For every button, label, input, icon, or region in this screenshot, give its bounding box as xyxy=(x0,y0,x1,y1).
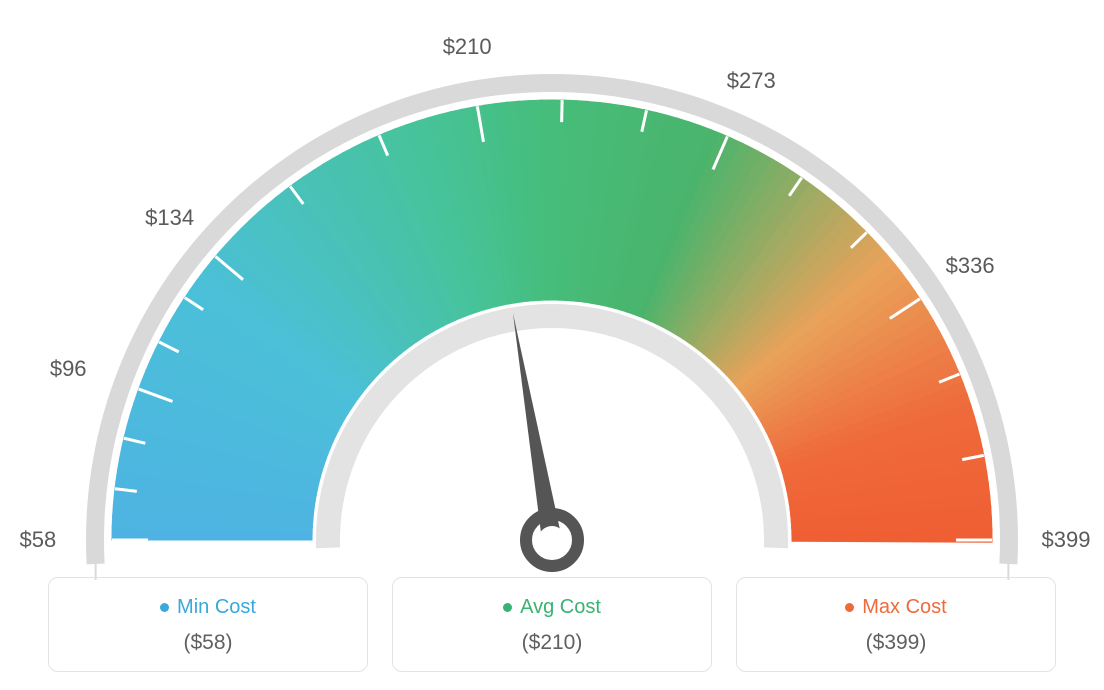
legend-card-max: Max Cost ($399) xyxy=(736,577,1056,672)
legend-avg-label: Avg Cost xyxy=(503,596,601,619)
gauge-tick-label: $273 xyxy=(727,68,776,94)
legend-max-value: ($399) xyxy=(747,631,1045,655)
gauge-svg xyxy=(0,20,1104,580)
gauge-tick-label: $210 xyxy=(443,34,492,60)
legend-card-min: Min Cost ($58) xyxy=(48,577,368,672)
legend-min-label: Min Cost xyxy=(160,596,256,619)
legend-card-avg: Avg Cost ($210) xyxy=(392,577,712,672)
gauge-tick-label: $399 xyxy=(1042,527,1091,553)
gauge-tick-label: $336 xyxy=(946,253,995,279)
legend-max-label: Max Cost xyxy=(845,596,946,619)
legend-avg-value: ($210) xyxy=(403,631,701,655)
legend-min-value: ($58) xyxy=(59,631,357,655)
gauge-tick-label: $134 xyxy=(145,205,194,231)
gauge-chart: $58 $96 $134 $210 $273 $336 $399 xyxy=(0,0,1104,560)
gauge-tick-label: $96 xyxy=(50,356,87,382)
legend-row: Min Cost ($58) Avg Cost ($210) Max Cost … xyxy=(0,577,1104,672)
gauge-tick-label: $58 xyxy=(20,527,57,553)
